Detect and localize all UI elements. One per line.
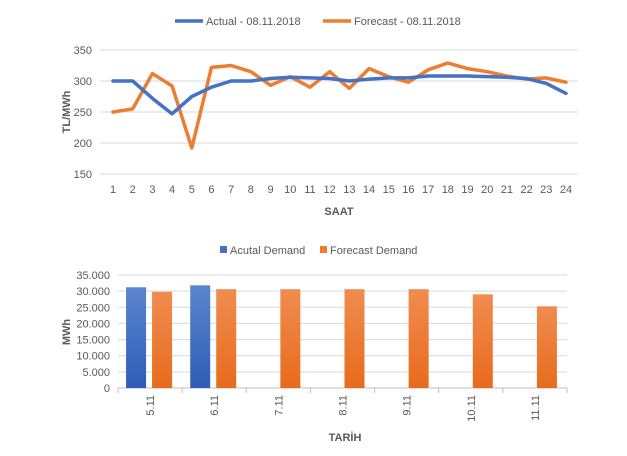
x-tick-label: 12	[324, 184, 336, 196]
series-line-actual	[111, 74, 568, 116]
bar-forecast-demand	[472, 294, 493, 388]
x-tick-label: 10.11	[466, 395, 478, 422]
bar-forecast-demand	[152, 291, 173, 388]
x-tick-label: 9.11	[402, 395, 414, 416]
x-tick-label: 22	[520, 184, 532, 196]
bar-actual-demand	[190, 285, 211, 388]
legend-label: Actual - 08.11.2018	[206, 16, 301, 28]
legend-marker-actual	[220, 246, 227, 253]
x-axis-title: TARİH	[329, 431, 362, 444]
legend-marker-forecast	[320, 246, 327, 253]
x-tick-label: 10	[284, 184, 296, 196]
y-tick-label: 5.000	[82, 367, 110, 379]
y-tick-label: 0	[104, 383, 110, 395]
x-tick-label: 17	[422, 184, 434, 196]
x-tick-label: 11	[304, 184, 315, 196]
x-tick-label: 21	[501, 184, 513, 196]
x-tick-label: 18	[442, 184, 454, 196]
x-tick-label: 16	[402, 184, 414, 196]
y-tick-label: 30.000	[76, 286, 110, 298]
x-tick-label: 8	[248, 184, 254, 196]
y-tick-label: 300	[74, 76, 92, 88]
x-tick-label: 7	[228, 184, 234, 196]
y-tick-label: 20.000	[76, 318, 110, 330]
bar-forecast-demand	[536, 306, 557, 388]
x-tick-label: 6.11	[209, 395, 221, 416]
x-tick-label: 19	[461, 184, 473, 196]
x-tick-label: 1	[110, 184, 116, 196]
x-tick-label: 6	[208, 184, 214, 196]
x-tick-label: 5	[189, 184, 195, 196]
x-tick-label: 20	[481, 184, 493, 196]
x-tick-label: 15	[383, 184, 395, 196]
bar-forecast-demand	[280, 289, 301, 388]
y-tick-label: 35.000	[76, 270, 110, 282]
bar-actual-demand	[126, 287, 147, 388]
y-tick-label: 10.000	[76, 351, 110, 363]
x-axis-title: SAAT	[324, 206, 353, 218]
bar-forecast-demand	[344, 289, 365, 388]
x-tick-label: 11.11	[530, 395, 542, 421]
y-tick-label: 15.000	[76, 335, 110, 347]
x-tick-label: 13	[343, 184, 355, 196]
x-tick-label: 14	[363, 184, 375, 196]
legend-label: Forecast - 08.11.2018	[354, 16, 461, 28]
x-tick-label: 3	[149, 184, 155, 196]
y-tick-label: 200	[74, 138, 92, 150]
x-tick-label: 5.11	[145, 395, 157, 416]
legend-label: Acutal Demand	[230, 245, 305, 257]
bar-forecast-demand	[216, 289, 237, 388]
legend-label: Forecast Demand	[330, 245, 417, 257]
x-tick-label: 23	[540, 184, 552, 196]
x-tick-label: 4	[169, 184, 175, 196]
x-tick-label: 8.11	[338, 395, 350, 416]
x-tick-label: 9	[268, 184, 274, 196]
x-tick-label: 7.11	[273, 395, 285, 416]
bar-chart: 0 5.000 10.000 15.000 20.000 25.000 30.000 35.0…	[61, 245, 568, 444]
y-tick-label: 250	[74, 107, 92, 119]
y-tick-label: 150	[74, 169, 92, 181]
y-tick-label: 350	[74, 45, 92, 57]
y-axis-title: TL/MWh	[61, 90, 73, 133]
y-axis-title: MWh	[61, 319, 73, 346]
x-tick-label: 24	[560, 184, 572, 196]
y-tick-label: 25.000	[76, 302, 110, 314]
x-tick-label: 2	[130, 184, 136, 196]
bar-forecast-demand	[408, 289, 429, 388]
